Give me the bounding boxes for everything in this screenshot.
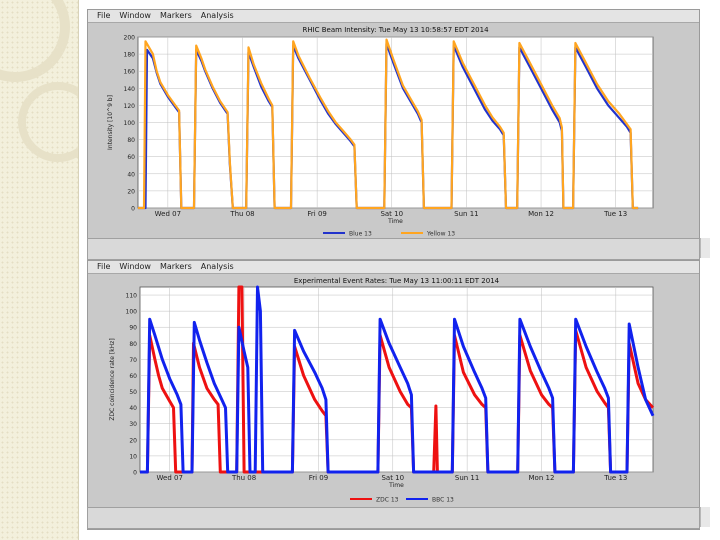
x-axis-label: Time bbox=[387, 218, 403, 225]
y-tick-label: 90 bbox=[129, 325, 137, 332]
menu-analysis[interactable]: Analysis bbox=[200, 11, 234, 20]
y-tick-label: 50 bbox=[129, 389, 137, 396]
menu-file[interactable]: File bbox=[97, 262, 111, 271]
menu-window[interactable]: Window bbox=[119, 11, 151, 20]
x-tick-label: Sat 10 bbox=[380, 210, 403, 218]
y-tick-label: 160 bbox=[124, 69, 136, 76]
x-tick-label: Tue 13 bbox=[603, 210, 627, 218]
x-tick-label: Fri 09 bbox=[309, 474, 328, 482]
y-tick-label: 40 bbox=[129, 405, 137, 412]
event-rate-chart: Experimental Event Rates: Tue May 13 11:… bbox=[109, 277, 655, 504]
menu-analysis[interactable]: Analysis bbox=[200, 262, 234, 271]
event-rate-window: File Window Markers Analysis Experimental E… bbox=[87, 260, 700, 530]
menu-bar: File Window Markers Analysis bbox=[88, 10, 699, 23]
y-tick-label: 30 bbox=[129, 421, 137, 428]
x-tick-label: Mon 12 bbox=[528, 210, 554, 218]
y-tick-label: 140 bbox=[124, 86, 136, 93]
scrollbar[interactable] bbox=[700, 507, 710, 527]
y-axis-label: ZDC coincidence rate [kHz] bbox=[109, 338, 116, 420]
chart-title: Experimental Event Rates: Tue May 13 11:… bbox=[294, 277, 500, 285]
y-tick-label: 40 bbox=[127, 171, 135, 178]
chart-title: RHIC Beam Intensity: Tue May 13 10:58:57… bbox=[302, 26, 489, 34]
y-tick-label: 20 bbox=[129, 437, 137, 444]
menu-markers[interactable]: Markers bbox=[159, 11, 192, 20]
series-line bbox=[140, 285, 655, 474]
y-tick-label: 100 bbox=[126, 309, 138, 316]
menu-bar: File Window Markers Analysis bbox=[88, 261, 699, 274]
y-tick-label: 80 bbox=[129, 341, 137, 348]
scrollbar[interactable] bbox=[700, 238, 710, 258]
intensity-window: File Window Markers Analysis RHIC Beam Inte… bbox=[87, 9, 700, 261]
menu-markers[interactable]: Markers bbox=[159, 262, 192, 271]
series-line bbox=[138, 38, 639, 210]
legend-label: Blue 13 bbox=[349, 231, 372, 238]
y-tick-label: 10 bbox=[129, 453, 137, 460]
y-tick-label: 60 bbox=[127, 154, 135, 161]
legend-label: ZDC 13 bbox=[376, 497, 399, 504]
x-tick-label: Wed 07 bbox=[155, 210, 181, 218]
x-tick-label: Thu 08 bbox=[231, 474, 256, 482]
y-tick-label: 0 bbox=[131, 206, 135, 213]
y-tick-label: 200 bbox=[124, 35, 136, 42]
legend-label: BBC 13 bbox=[432, 497, 454, 504]
decorative-ring bbox=[0, 0, 70, 82]
y-tick-label: 180 bbox=[124, 52, 136, 59]
x-tick-label: Sun 11 bbox=[454, 210, 478, 218]
decorative-sidebar bbox=[0, 0, 79, 540]
y-tick-label: 60 bbox=[129, 373, 137, 380]
x-tick-label: Mon 12 bbox=[529, 474, 555, 482]
x-tick-label: Sun 11 bbox=[455, 474, 479, 482]
status-strip bbox=[87, 507, 700, 529]
y-tick-label: 70 bbox=[129, 357, 137, 364]
x-tick-label: Tue 13 bbox=[603, 474, 627, 482]
x-tick-label: Fri 09 bbox=[307, 210, 326, 218]
y-tick-label: 100 bbox=[124, 120, 136, 127]
y-tick-label: 120 bbox=[124, 103, 136, 110]
y-tick-label: 110 bbox=[126, 293, 138, 300]
y-tick-label: 0 bbox=[133, 470, 137, 477]
x-tick-label: Sat 10 bbox=[381, 474, 404, 482]
decorative-ring bbox=[18, 82, 78, 162]
intensity-chart: RHIC Beam Intensity: Tue May 13 10:58:57… bbox=[107, 26, 654, 238]
x-axis-label: Time bbox=[388, 482, 404, 489]
x-tick-label: Wed 07 bbox=[157, 474, 183, 482]
menu-window[interactable]: Window bbox=[119, 262, 151, 271]
x-tick-label: Thu 08 bbox=[229, 210, 254, 218]
y-axis-label: Intensity [10^9 b] bbox=[107, 95, 114, 150]
menu-file[interactable]: File bbox=[97, 11, 111, 20]
legend-label: Yellow 13 bbox=[426, 231, 455, 238]
y-tick-label: 80 bbox=[127, 137, 135, 144]
y-tick-label: 20 bbox=[127, 188, 135, 195]
status-strip bbox=[87, 238, 700, 260]
